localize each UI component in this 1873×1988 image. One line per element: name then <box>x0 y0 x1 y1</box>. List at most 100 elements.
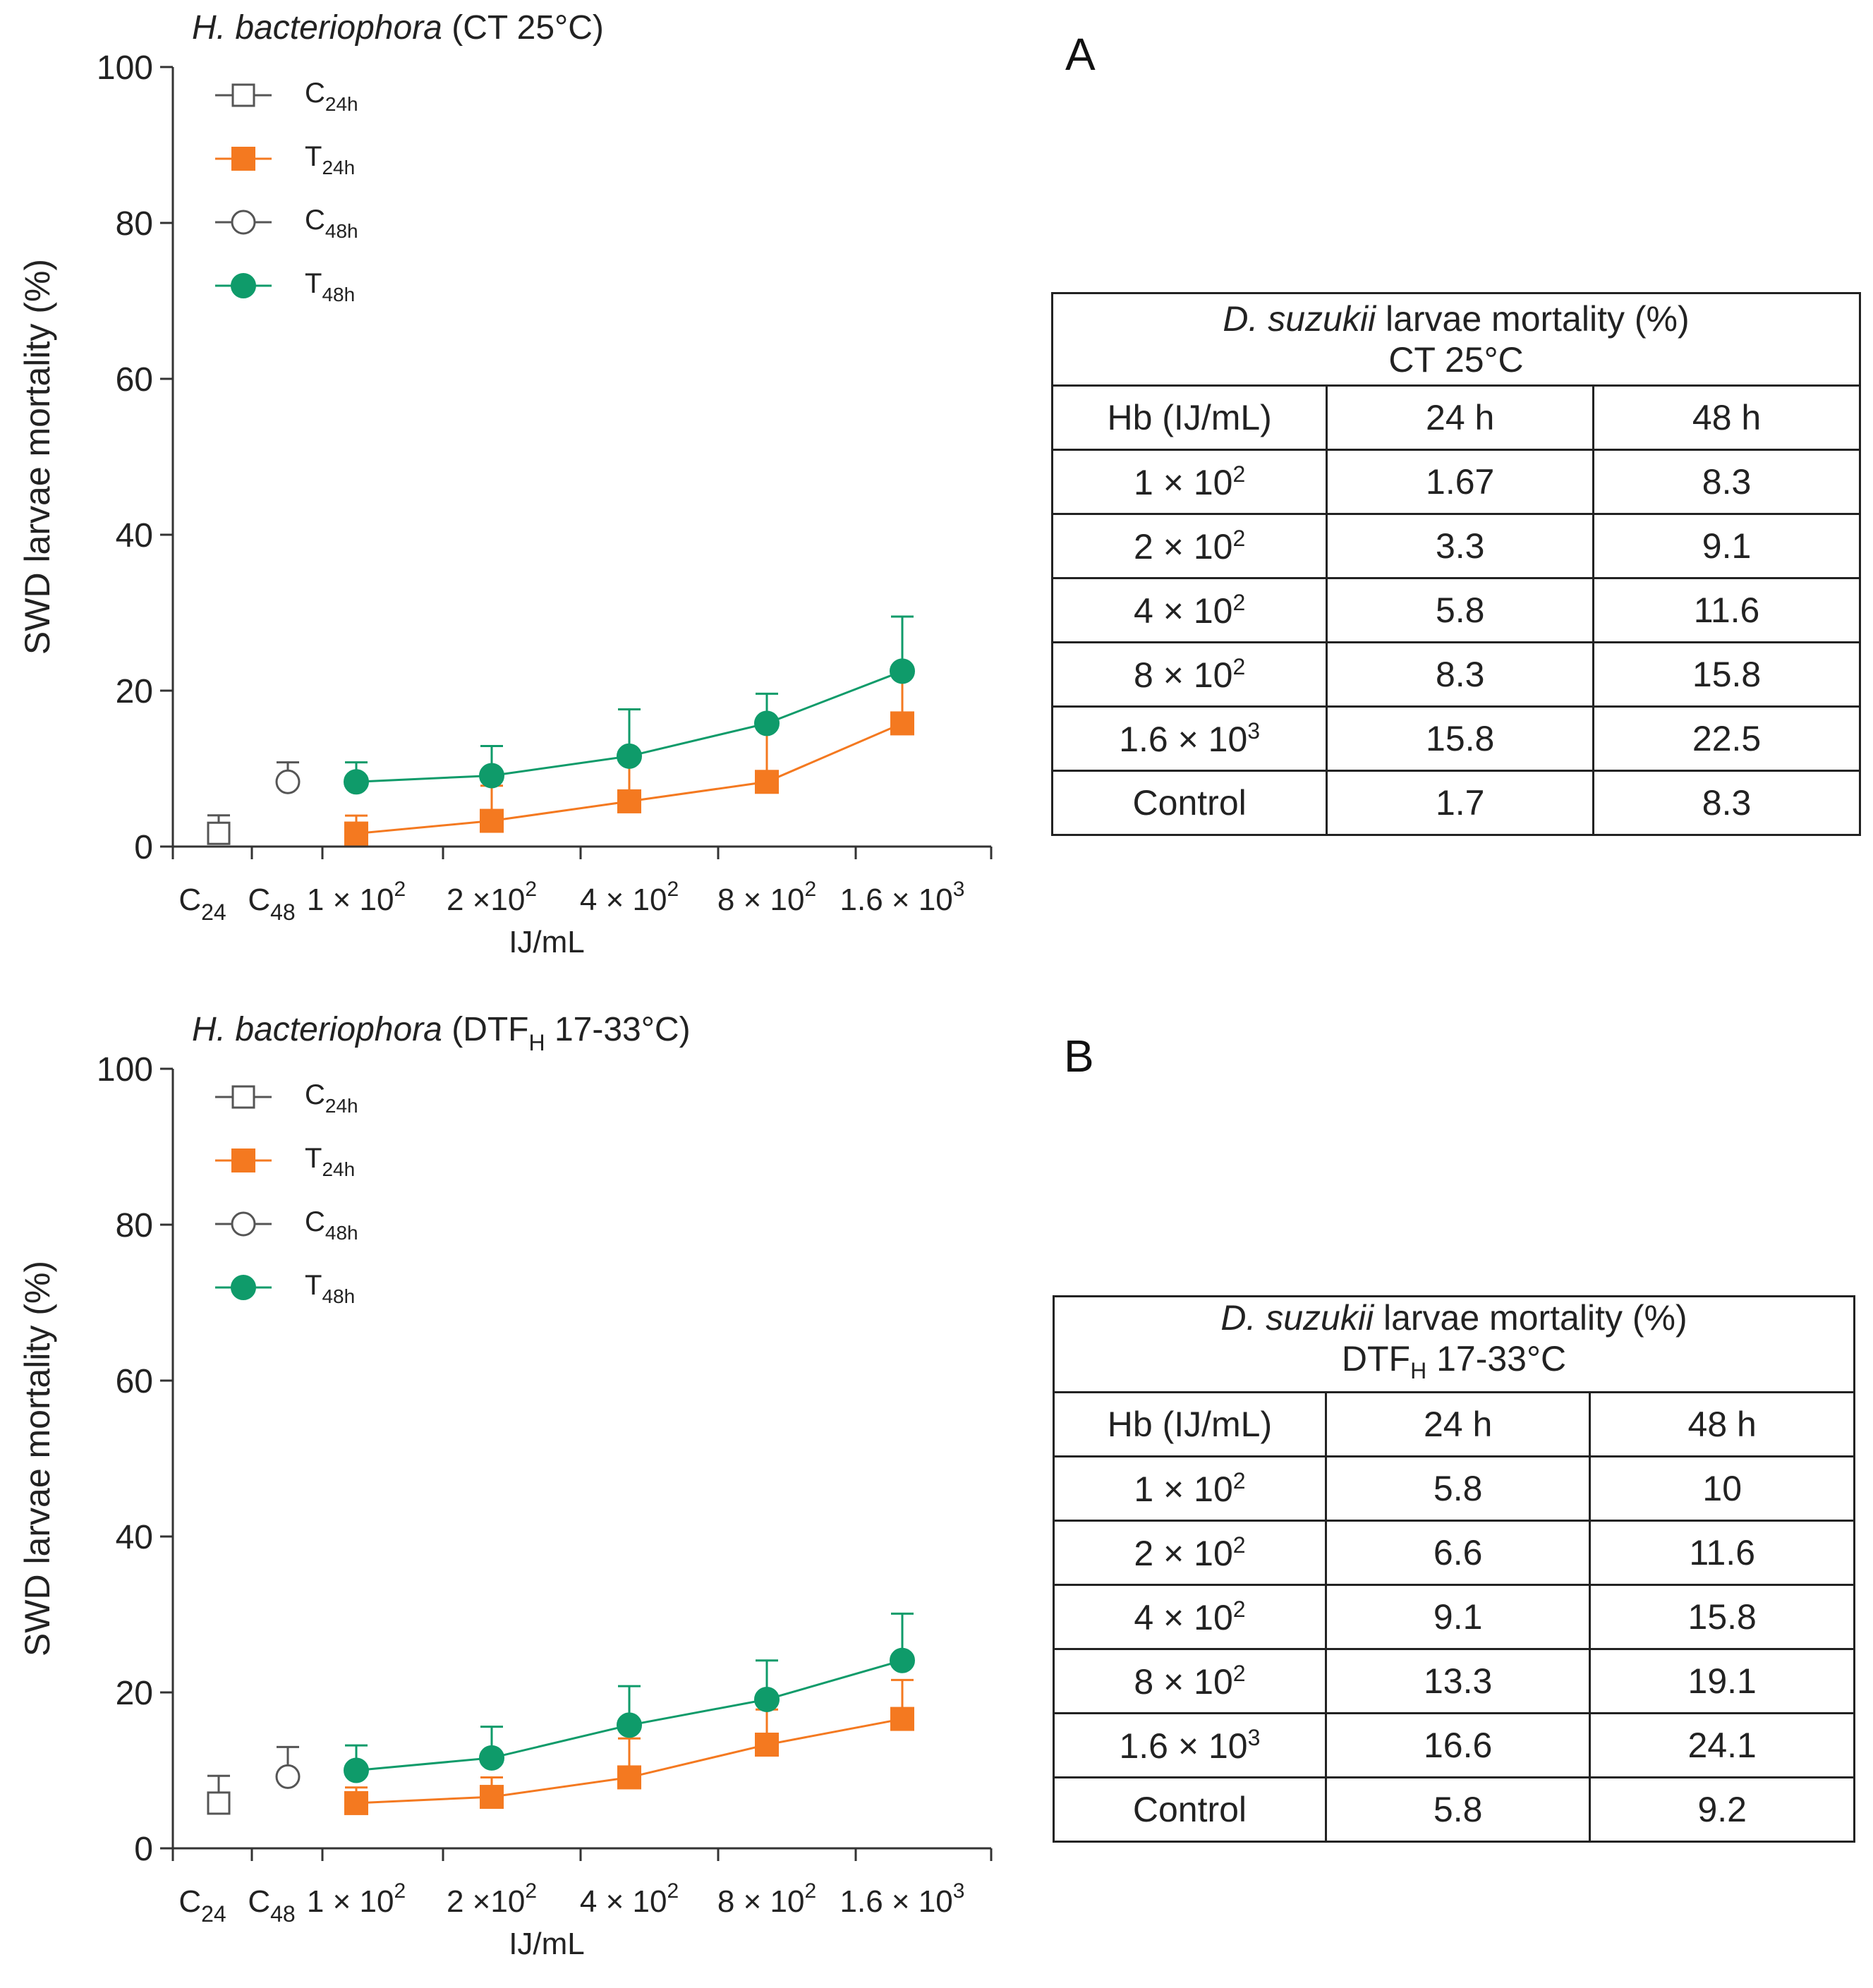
x-axis-label: IJ/mL <box>509 1927 585 1961</box>
data-point <box>890 711 914 736</box>
legend-label-sub: 48h <box>325 220 358 242</box>
table-row: 4 × 102 5.8 11.6 <box>1050 577 1861 643</box>
x-tick-label-sup: 2 <box>804 1879 816 1903</box>
data-point <box>617 1712 642 1738</box>
legend-marker <box>231 1085 255 1109</box>
control-point-C24h <box>207 1774 231 1815</box>
value-24h-cell: 9.1 <box>1324 1584 1592 1650</box>
mortality-table-b: D. suzukii larvae mortality (%) DTFH 17-3… <box>1053 1295 1855 1843</box>
dose-exponent: 2 <box>1232 525 1246 551</box>
x-tick-label-base: 1 × 10 <box>307 1884 394 1919</box>
table-row: 1.6 × 103 16.6 24.1 <box>1053 1712 1855 1778</box>
table-row: 2 × 102 3.3 9.1 <box>1050 513 1861 579</box>
x-tick-label-sup: 2 <box>667 878 679 901</box>
column-header: 48 h <box>1592 384 1861 451</box>
x-tick-label-base: C <box>248 1884 270 1919</box>
dose-text: 8 × 10 <box>1134 1661 1233 1702</box>
y-tick-label: 60 <box>116 361 153 399</box>
chart-a: H. bacteriophora (CT 25°C)020406080100C2… <box>18 9 993 959</box>
series-T24h <box>344 1678 914 1815</box>
y-tick-label: 40 <box>116 1519 153 1556</box>
dose-text: 2 × 10 <box>1134 1533 1233 1573</box>
data-point <box>890 658 915 684</box>
x-tick-label-sub: 24 <box>201 899 226 925</box>
legend-label-base: C <box>305 78 325 109</box>
panel-letter: A <box>1065 29 1096 80</box>
x-tick-label-base: C <box>178 1884 201 1919</box>
table-row: 8 × 102 13.3 19.1 <box>1053 1648 1855 1714</box>
panel-b: H. bacteriophora (DTFH 17-33°C) 0 20 40 60 80… <box>0 1002 1873 1988</box>
value-24h-cell: 6.6 <box>1324 1520 1592 1586</box>
dose-cell: Control <box>1050 770 1328 836</box>
table-column-row: Hb (IJ/mL) 24 h 48 h <box>1050 384 1861 451</box>
data-point <box>617 743 642 769</box>
data-point <box>344 821 368 846</box>
data-point <box>755 770 779 794</box>
x-tick-label-base: 1.6 × 10 <box>840 1884 953 1919</box>
dose-exponent: 2 <box>1232 1467 1246 1493</box>
legend-label-sub: 24h <box>325 1095 358 1117</box>
x-tick-label: 2 ×102 <box>447 1879 537 1919</box>
value-48h-cell: 10 <box>1589 1455 1855 1522</box>
legend-label: C48h <box>305 205 358 242</box>
legend-label-sub: 24h <box>322 157 355 178</box>
value-24h-cell: 8.3 <box>1326 641 1595 708</box>
table-row: 8 × 102 8.3 15.8 <box>1050 641 1861 708</box>
legend-label: T24h <box>305 1143 355 1180</box>
x-tick-label: 1 × 102 <box>307 878 406 917</box>
x-tick-label-base: 4 × 10 <box>580 1884 667 1919</box>
y-tick-label: 0 <box>134 829 153 866</box>
chart-title: H. bacteriophora (DTFH 17-33°C) <box>192 1011 691 1055</box>
dose-cell: 4 × 102 <box>1050 577 1328 643</box>
y-tick-label: 100 <box>97 49 153 87</box>
control-marker <box>207 821 231 845</box>
legend-label: T48h <box>305 1270 355 1307</box>
legend-label-sub: 48h <box>322 284 355 305</box>
dose-text: Control <box>1132 1790 1247 1829</box>
dose-text: 1 × 10 <box>1134 1469 1233 1509</box>
value-24h-cell: 13.3 <box>1324 1648 1592 1714</box>
legend-marker <box>231 1275 256 1300</box>
legend-label-sub: 24h <box>322 1158 355 1180</box>
dose-exponent: 3 <box>1247 1724 1261 1750</box>
legend-label-base: T <box>305 141 322 172</box>
data-point <box>480 1785 504 1810</box>
x-tick-label-base: 8 × 10 <box>717 883 805 917</box>
x-tick-label: C24 <box>178 1884 226 1927</box>
x-tick-label: 4 × 102 <box>580 1879 679 1919</box>
legend-marker <box>231 147 255 171</box>
x-tick-label: 1.6 × 103 <box>840 1879 965 1919</box>
data-point <box>754 1686 780 1712</box>
table-header-row: D. suzukii larvae mortality (%) DTFH 17-3… <box>1053 1295 1855 1393</box>
x-tick-label-base: 4 × 10 <box>580 883 667 917</box>
legend-label: C48h <box>305 1206 358 1244</box>
data-point <box>617 1765 641 1790</box>
data-point <box>755 1733 779 1757</box>
legend-marker <box>231 273 256 298</box>
x-tick-label-sup: 2 <box>667 1879 679 1903</box>
x-tick-label-base: 1 × 10 <box>307 883 394 917</box>
legend-label: T48h <box>305 268 355 305</box>
table-condition-sub: H <box>1410 1358 1427 1383</box>
legend-label-base: T <box>305 268 322 299</box>
dose-cell: 8 × 102 <box>1050 641 1328 708</box>
data-point <box>617 789 641 813</box>
x-axis-label: IJ/mL <box>509 925 585 959</box>
legend-marker <box>231 1211 256 1237</box>
value-48h-cell: 9.2 <box>1589 1776 1855 1843</box>
chart-b: H. bacteriophora (DTFH 17-33°C) 0 20 40 60 80… <box>18 1011 993 1961</box>
control-marker <box>275 1764 301 1789</box>
value-48h-cell: 19.1 <box>1589 1648 1855 1714</box>
y-tick-label: 20 <box>116 1675 153 1712</box>
x-tick-label: C24 <box>178 883 226 925</box>
value-48h-cell: 8.3 <box>1592 770 1861 836</box>
series-T48h <box>344 615 915 795</box>
legend-label-base: C <box>305 1206 325 1237</box>
column-header: 24 h <box>1324 1391 1592 1457</box>
control-marker <box>207 1791 231 1815</box>
data-point <box>480 808 504 833</box>
data-point <box>479 1745 504 1771</box>
data-point <box>890 1707 914 1731</box>
table-row: 2 × 102 6.6 11.6 <box>1053 1520 1855 1586</box>
